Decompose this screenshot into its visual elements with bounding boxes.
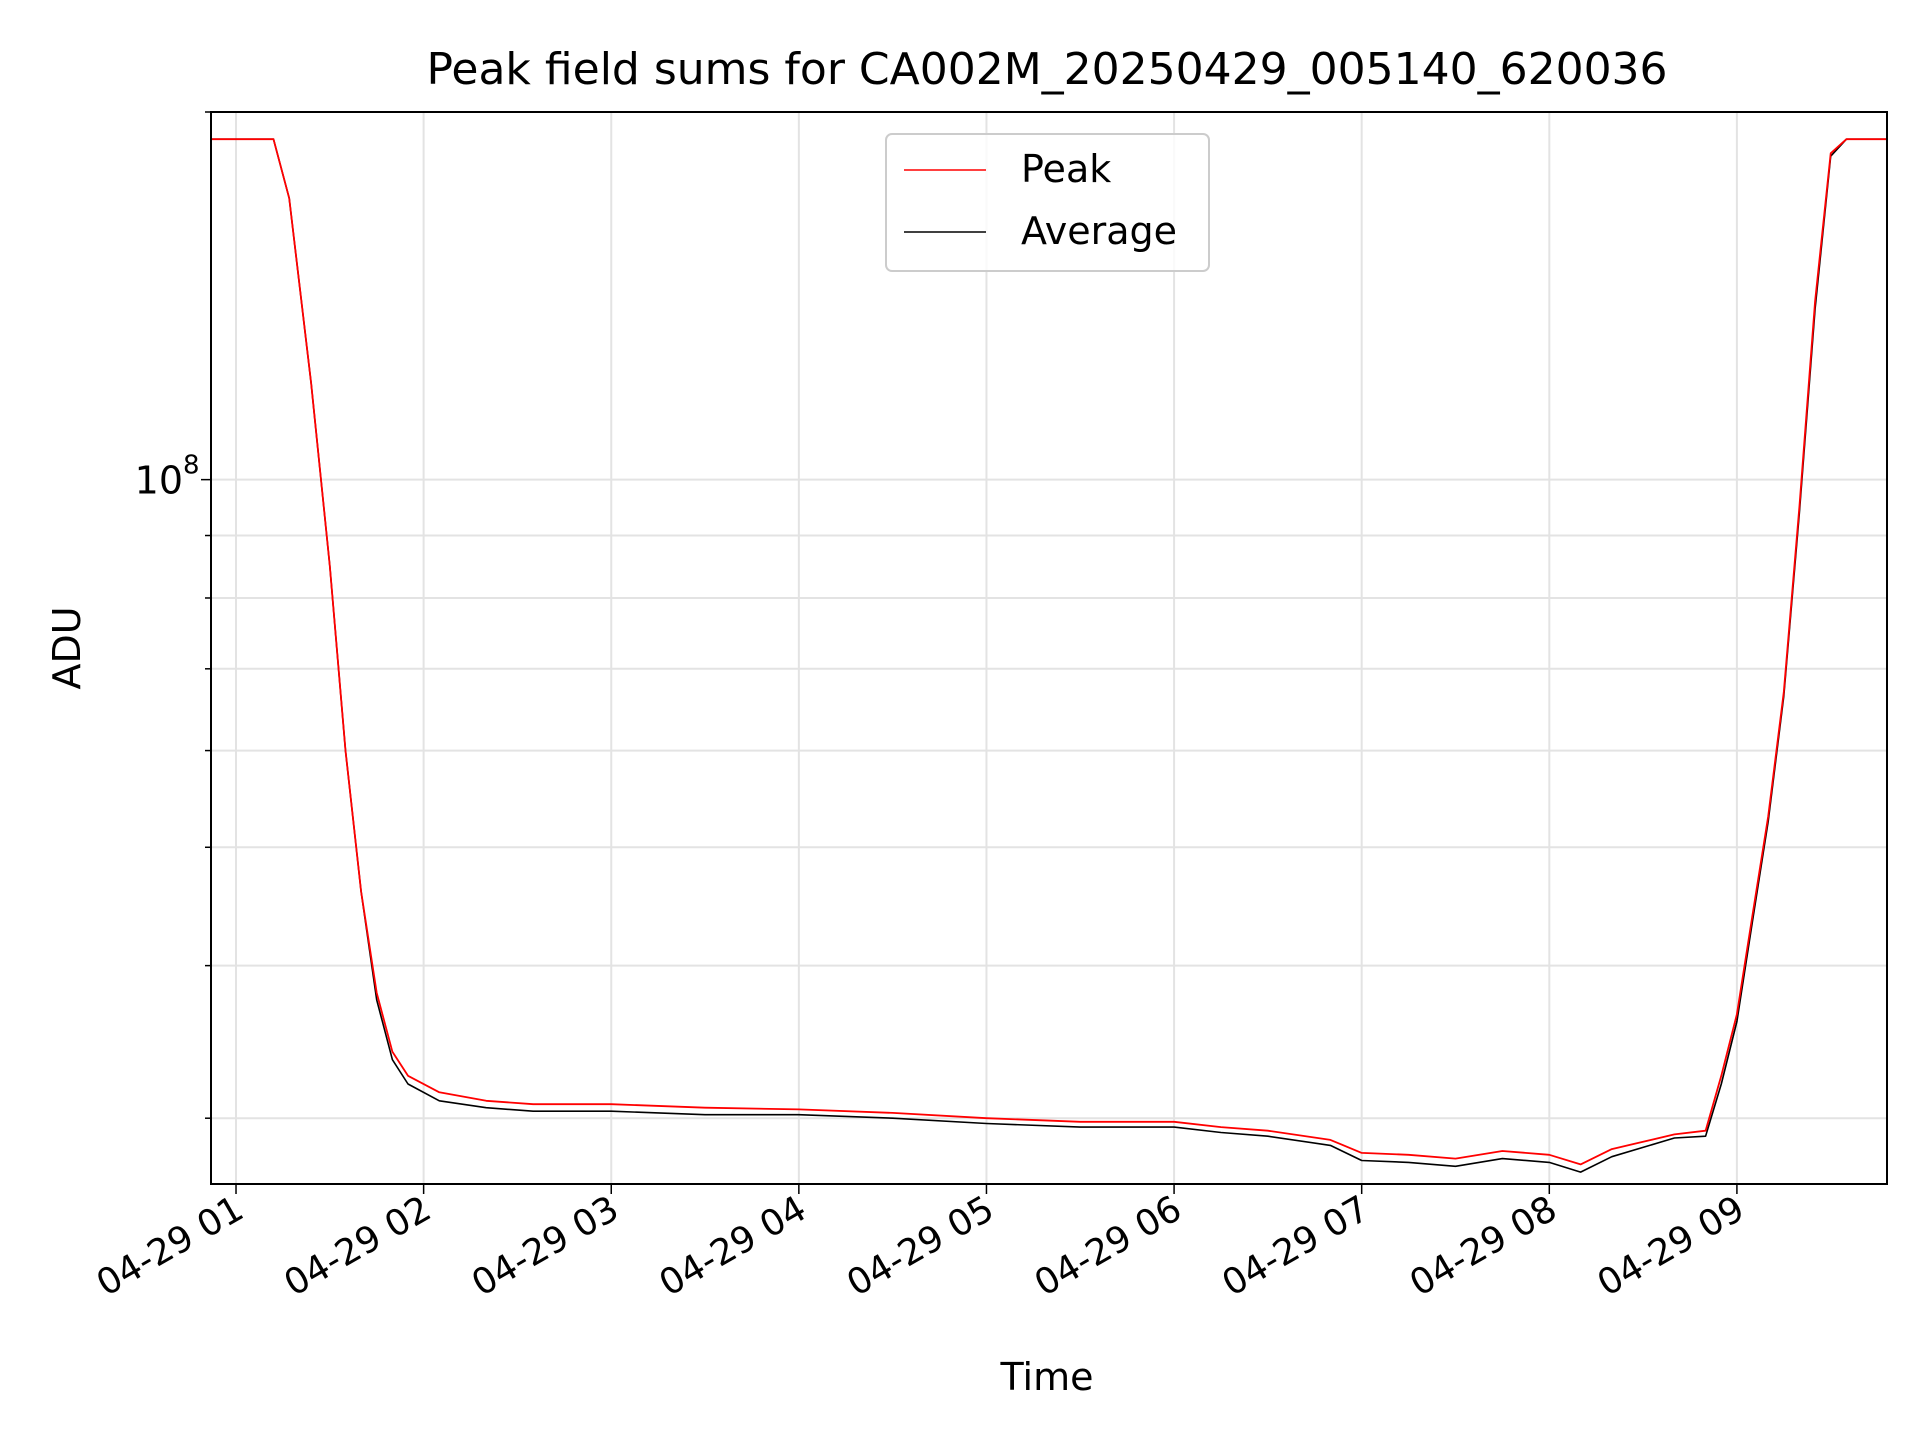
series-layer [211, 138, 1887, 1173]
legend-box [885, 133, 1210, 272]
y-axis-label: ADU [45, 606, 89, 689]
legend-label-peak: Peak [1021, 147, 1111, 191]
x-axis-label: Time [1000, 1355, 1094, 1399]
plot-background [211, 112, 1887, 1184]
y-tick-label-exponent: 8 [183, 451, 200, 481]
series-line-average [211, 138, 1887, 1173]
chart-title: Peak field sums for CA002M_20250429_0051… [426, 44, 1667, 95]
series-line-peak [211, 138, 1887, 1166]
y-axis: 10 8 [135, 111, 211, 1119]
plot-area: 10 8 04-29 01 04-29 02 04-29 03 04-29 04 04-2… [90, 111, 1888, 1305]
y-tick-label: 10 [135, 459, 183, 503]
legend-label-average: Average [1021, 209, 1177, 253]
legend: Peak Average [885, 133, 1210, 272]
plot-frame [210, 111, 1888, 1185]
